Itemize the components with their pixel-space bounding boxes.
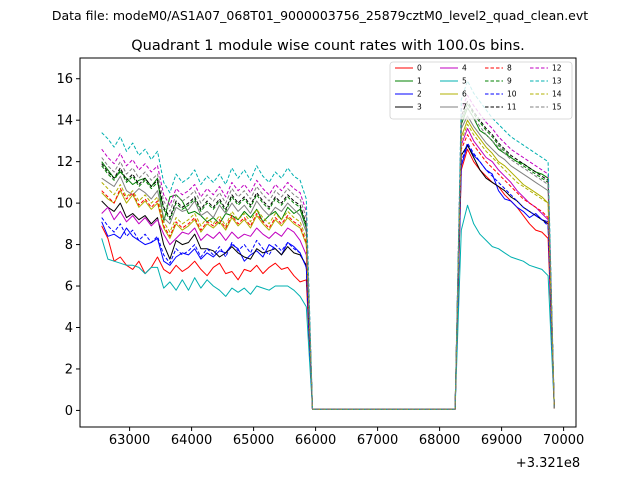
series-line-12 (101, 94, 555, 410)
legend-label-7: 7 (462, 103, 467, 112)
axes-frame (79, 57, 577, 428)
chart-title: Quadrant 1 module wise count rates with … (131, 38, 525, 54)
x-tick-label: 67000 (357, 433, 398, 448)
y-axis: 0 2 4 6 8 10 12 14 16 (56, 72, 80, 419)
legend-label-3: 3 (417, 103, 422, 112)
legend-label-1: 1 (417, 77, 422, 86)
plot-area: 63000 64000 65000 66000 67000 68000 69000 70000… (56, 57, 584, 471)
legend-box (389, 61, 573, 120)
legend-label-13: 13 (552, 77, 562, 86)
legend-label-15: 15 (552, 103, 562, 112)
legend-label-8: 8 (507, 64, 512, 73)
legend-label-12: 12 (552, 64, 562, 73)
x-offset-text: +3.321e8 (516, 456, 580, 471)
legend-label-14: 14 (552, 90, 562, 99)
suptitle: Data file: modeM0/AS1A07_068T01_90000037… (52, 8, 588, 23)
y-tick-label: 0 (65, 404, 73, 419)
x-tick-label: 63000 (109, 433, 150, 448)
x-axis: 63000 64000 65000 66000 67000 68000 69000 70000 (109, 427, 584, 448)
series-line-13 (101, 80, 555, 410)
y-tick-label: 16 (56, 72, 73, 87)
y-tick-label: 12 (56, 155, 73, 170)
x-tick-label: 68000 (419, 433, 460, 448)
y-tick-label: 2 (65, 362, 73, 377)
x-tick-label: 66000 (295, 433, 336, 448)
x-tick-label: 64000 (171, 433, 212, 448)
x-tick-label: 65000 (233, 433, 274, 448)
y-tick-label: 4 (65, 321, 73, 336)
legend-label-10: 10 (507, 90, 517, 99)
x-tick-label: 69000 (481, 433, 522, 448)
legend-label-9: 9 (507, 77, 512, 86)
series-line-8 (101, 134, 555, 410)
series-layer (101, 80, 555, 410)
y-tick-label: 14 (56, 114, 73, 129)
x-tick-label: 70000 (543, 433, 584, 448)
legend-label-0: 0 (417, 64, 422, 73)
y-tick-label: 8 (65, 238, 73, 253)
legend-label-5: 5 (462, 77, 467, 86)
legend-label-4: 4 (462, 64, 467, 73)
legend-label-2: 2 (417, 90, 422, 99)
y-tick-label: 10 (56, 197, 73, 212)
legend-label-11: 11 (507, 103, 517, 112)
series-line-9 (101, 103, 555, 410)
series-line-15 (101, 107, 555, 410)
legend-label-6: 6 (462, 90, 467, 99)
y-tick-label: 6 (65, 280, 73, 295)
